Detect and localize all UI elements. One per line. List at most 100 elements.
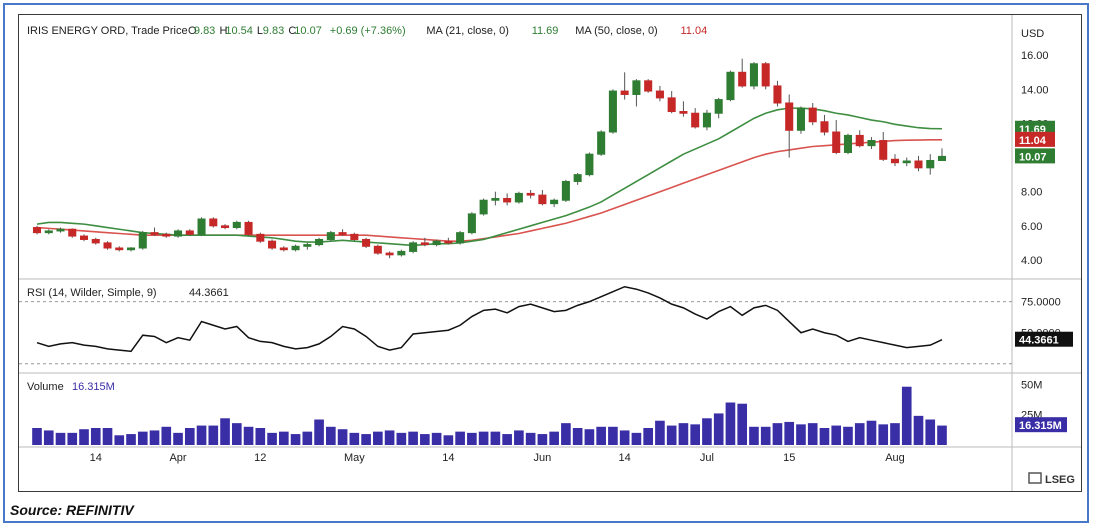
price-tick-label: 16.00 (1021, 50, 1049, 62)
x-tick-label: Jun (534, 452, 552, 464)
candle (185, 229, 194, 237)
candle-body (56, 228, 65, 232)
volume-bar (184, 428, 195, 445)
last-value-tag: 11.04 (1015, 131, 1055, 147)
candle (244, 220, 253, 237)
volume-bar (561, 423, 571, 445)
volume-bar (196, 425, 207, 445)
candle-body (150, 232, 159, 235)
volume-bar (584, 429, 595, 445)
candle (785, 94, 794, 158)
candle-body (127, 247, 136, 251)
candle-body (491, 198, 500, 201)
volume-bar (55, 432, 66, 445)
volume-bar (572, 428, 583, 445)
volume-bar (326, 426, 336, 445)
candle-body (221, 225, 230, 229)
volume-bar (549, 431, 559, 445)
candle (550, 198, 559, 208)
volume-bar (784, 421, 795, 445)
last-value-tag-label: 11.04 (1019, 135, 1047, 147)
volume-last-tag-bg (1015, 417, 1067, 433)
volume-bar (408, 431, 418, 445)
volume-bar (455, 431, 465, 445)
volume-bar (490, 431, 501, 445)
candle-body (244, 221, 253, 235)
last-value-tag-label: 10.07 (1019, 151, 1047, 163)
volume-bar (478, 431, 489, 445)
volume-bar (173, 432, 183, 445)
candle-body (432, 240, 441, 246)
candle-body (749, 63, 758, 87)
volume-label: Volume (27, 381, 64, 393)
volume-bar (678, 423, 689, 445)
header-ma50-label: MA (50, close, 0) (575, 25, 658, 37)
x-tick-label: 15 (783, 452, 795, 464)
volume-bar (608, 426, 618, 445)
candle (867, 137, 876, 150)
volume-bar (90, 428, 101, 445)
volume-bar (760, 426, 771, 445)
candle-body (632, 80, 641, 95)
candle-body (538, 194, 547, 205)
candle (456, 230, 465, 245)
candle (420, 237, 429, 247)
candle-body (467, 213, 476, 234)
candle (291, 244, 300, 252)
volume-bar (349, 432, 360, 445)
candle-body (256, 233, 265, 242)
last-value-tag-label: 11.69 (1019, 124, 1046, 136)
candle (68, 228, 77, 238)
candle (879, 132, 888, 161)
candle-body (514, 192, 523, 203)
volume-bar (43, 430, 54, 445)
ma50-line (36, 139, 942, 242)
header-open-value: 9.83 (194, 25, 215, 37)
volume-bar (384, 430, 395, 445)
volume-bar (314, 419, 324, 445)
x-tick-label: 12 (254, 452, 266, 464)
candle (44, 229, 53, 235)
candle (937, 148, 947, 161)
candle (890, 154, 900, 167)
candle-body (820, 121, 829, 133)
candle-body (232, 221, 241, 229)
candle-body (350, 233, 359, 240)
candle-body (832, 131, 841, 153)
candle-body (597, 131, 606, 155)
volume-bar (443, 435, 454, 445)
candle-body (937, 155, 947, 161)
header-ma21-label: MA (21, close, 0) (426, 25, 509, 37)
volume-bar (643, 428, 653, 445)
volume-bar (819, 428, 830, 445)
candle (820, 114, 829, 136)
candle (362, 237, 371, 248)
candle (902, 157, 911, 167)
candle-body (185, 230, 194, 235)
header-close-value: 10.07 (294, 25, 322, 37)
candle (738, 58, 747, 88)
lseg-logo: LSEG (1028, 472, 1075, 486)
candle (667, 91, 676, 114)
candle (409, 241, 418, 254)
candle (303, 242, 312, 250)
candle (467, 212, 476, 235)
last-value-tag-bg (1015, 131, 1055, 147)
x-tick-label: May (344, 452, 365, 464)
candle-body (397, 250, 406, 256)
volume-bar (878, 424, 889, 445)
volume-bar (690, 424, 701, 445)
candle-body (550, 199, 559, 205)
candle-body (362, 238, 371, 247)
candle (138, 230, 147, 250)
volume-bar (901, 386, 912, 445)
price-tick-label: 4.00 (1021, 255, 1042, 267)
candle-body (479, 199, 488, 215)
candle-body (773, 85, 782, 104)
volume-bar (255, 428, 266, 445)
candle (256, 232, 265, 243)
volume-bar (243, 426, 254, 445)
volume-header-value: 16.315M (72, 381, 115, 393)
candle-body (268, 240, 277, 249)
candle (538, 190, 547, 206)
